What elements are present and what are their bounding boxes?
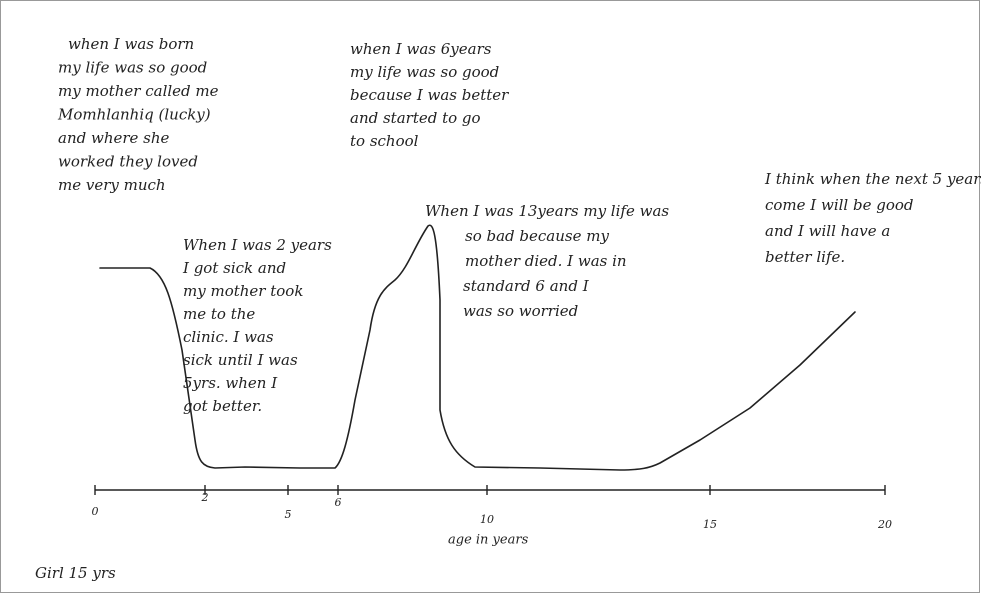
annotation-line: my life was so good [350, 63, 499, 81]
annotation-line: standard 6 and I [463, 277, 590, 295]
annotation-line: Momhlanhiq (lucky) [57, 106, 211, 124]
annotation-line: my mother took [183, 282, 303, 300]
tick-label: 5 [285, 508, 292, 521]
annotation-line: and started to go [350, 109, 481, 127]
annotation-line: and I will have a [765, 222, 890, 240]
drawing: 0 2 5 6 10 15 20 when I was born my life was so… [0, 0, 981, 594]
tick-label: 15 [703, 518, 717, 531]
annotation: when I was born my life was so good my mot… [57, 35, 219, 194]
annotation-line: got better. [183, 397, 262, 415]
annotation-line: I think when the next 5 years [764, 170, 981, 188]
annotation-line: worked they loved [58, 153, 198, 171]
caption: Girl 15 yrs [35, 564, 116, 582]
annotation-line: clinic. I was [183, 328, 274, 346]
annotation-line: because I was better [350, 86, 509, 104]
annotation-line: 5yrs. when I [183, 374, 278, 392]
annotation-line: when I was 6years [350, 40, 492, 58]
tick-label: 2 [201, 491, 209, 504]
annotation-line: my mother called me [58, 82, 219, 100]
annotation-line: so bad because my [465, 227, 609, 245]
annotation-line: me to the [183, 305, 255, 323]
annotation-line: better life. [765, 248, 845, 266]
annotation-line: was so worried [463, 302, 578, 320]
annotation-line: when I was born [68, 35, 194, 53]
annotation-line: and where she [58, 129, 170, 147]
annotation-line: I got sick and [182, 259, 286, 277]
annotation-line: me very much [58, 176, 166, 194]
tick-label: 20 [877, 518, 892, 531]
annotation-line: mother died. I was in [465, 252, 627, 270]
page: { "annotations": [ {"lines": ["when I wa… [0, 0, 981, 594]
annotation-line: When I was 13years my life was [425, 202, 669, 220]
axis-label: age in years [448, 533, 529, 548]
annotation-line: sick until I was [183, 351, 298, 369]
annotation-line: my life was so good [58, 59, 207, 77]
tick-label: 10 [480, 513, 494, 526]
annotation-line: to school [350, 132, 419, 150]
annotation-line: When I was 2 years [183, 236, 332, 254]
tick-label: 0 [92, 505, 99, 518]
tick-label: 6 [335, 496, 342, 509]
annotation-line: come I will be good [765, 196, 914, 214]
